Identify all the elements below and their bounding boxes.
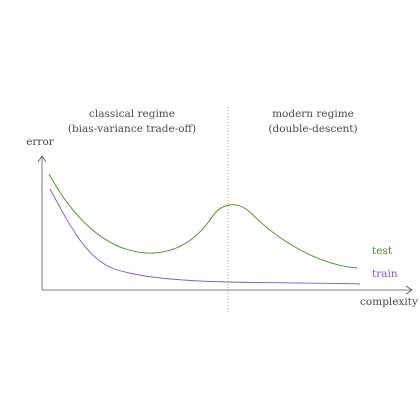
y-axis-arrowhead	[37, 155, 47, 163]
x-axis-arrowhead	[405, 285, 413, 295]
x-axis-label: complexity	[360, 296, 418, 308]
train-curve-label: train	[372, 268, 398, 280]
classical-regime-sublabel: (bias-variance trade-off)	[68, 123, 196, 135]
classical-regime-label: classical regime	[89, 108, 175, 120]
modern-regime-sublabel: (double-descent)	[268, 123, 357, 135]
test-curve	[48, 173, 358, 269]
y-axis-label: error	[26, 136, 55, 148]
test-curve-label: test	[372, 245, 393, 257]
train-curve	[49, 188, 361, 285]
modern-regime-label: modern regime	[272, 108, 354, 120]
